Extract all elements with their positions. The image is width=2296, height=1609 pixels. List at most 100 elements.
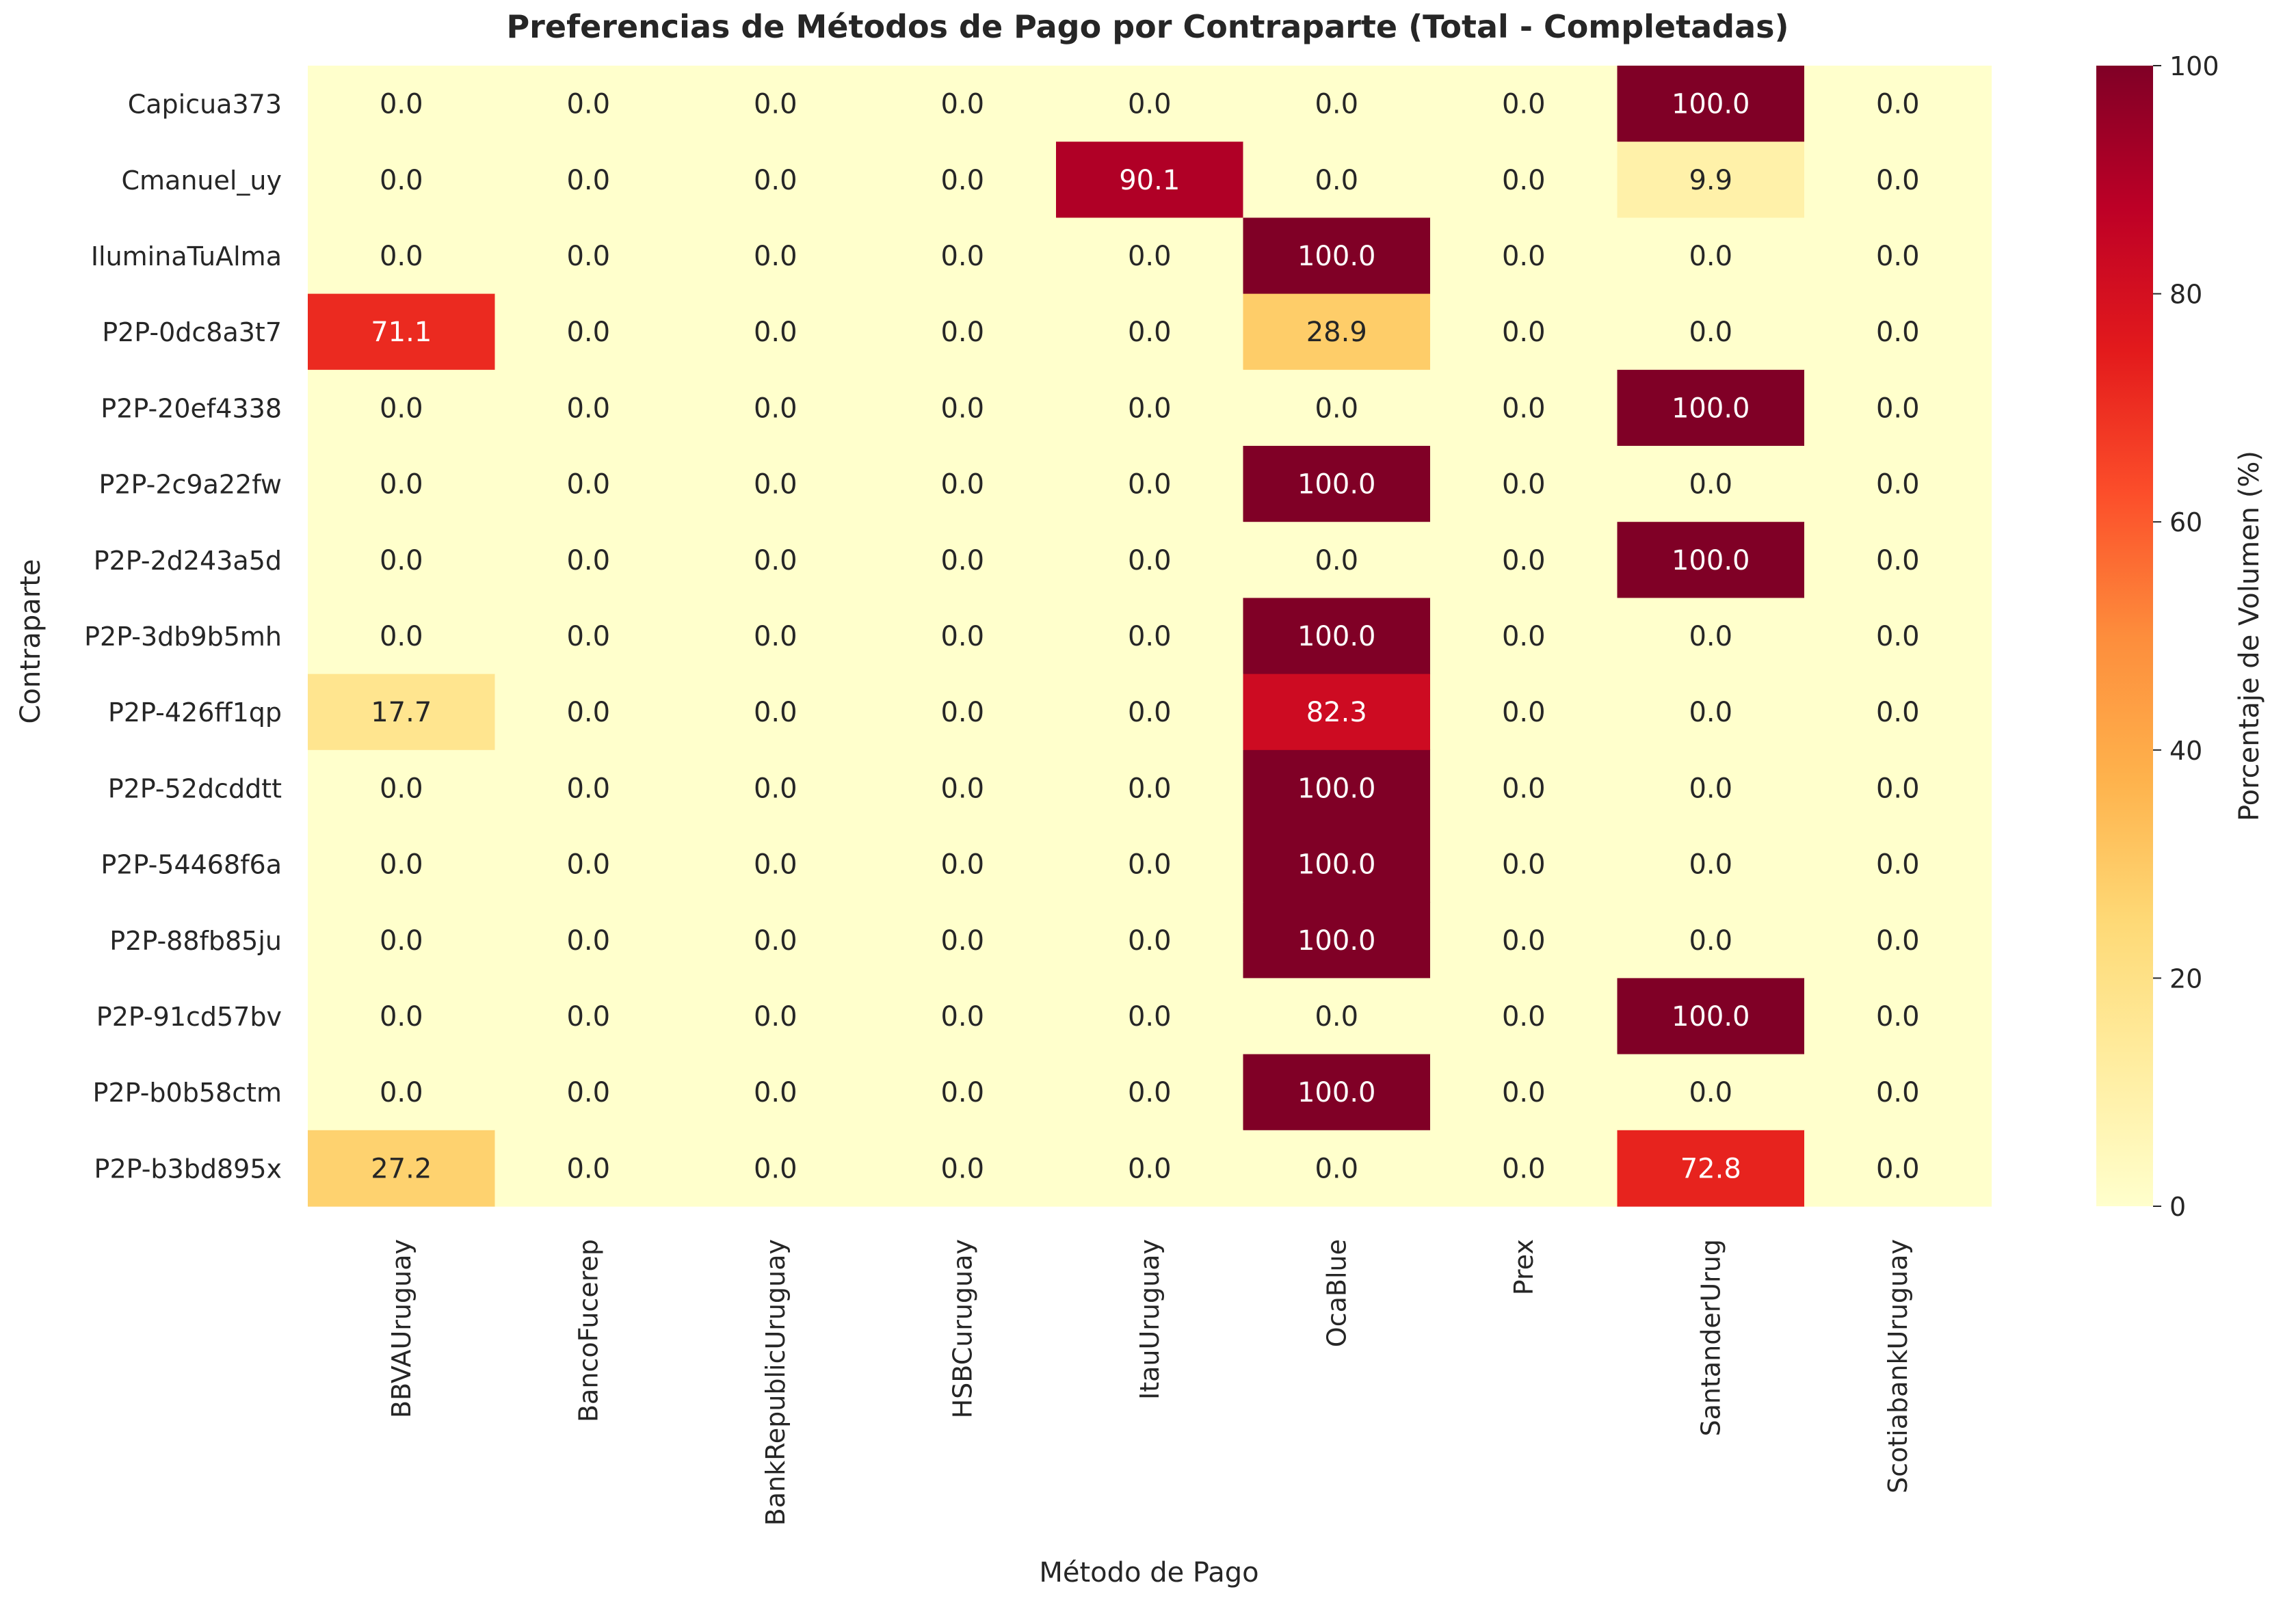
cell-value-label: 0.0 bbox=[1502, 317, 1546, 348]
heatmap-cell bbox=[1430, 293, 1618, 371]
cell-value-label: 0.0 bbox=[566, 241, 610, 272]
heatmap-cell bbox=[494, 217, 683, 295]
cell-value-label: 0.0 bbox=[566, 1001, 610, 1033]
colorbar-ticks: 0 20 40 60 80 100 bbox=[2153, 51, 2219, 1222]
y-tick-label: P2P-3db9b5mh bbox=[84, 622, 282, 652]
cell-value-label: 27.2 bbox=[371, 1153, 432, 1184]
heatmap-cell bbox=[1243, 369, 1431, 447]
cell-value-label: 0.0 bbox=[940, 241, 984, 272]
cell-value-label: 0.0 bbox=[1876, 697, 1920, 728]
cell-value-label: 100.0 bbox=[1297, 1077, 1376, 1108]
heatmap-cell bbox=[308, 902, 496, 979]
heatmap-cell bbox=[1243, 826, 1431, 903]
y-tick-label: Capicua373 bbox=[128, 90, 282, 120]
heatmap-cell bbox=[1243, 598, 1431, 675]
heatmap-cell bbox=[869, 66, 1057, 142]
heatmap-cell bbox=[1243, 902, 1431, 979]
cell-value-label: 0.0 bbox=[380, 849, 423, 881]
cell-value-label: 0.0 bbox=[1876, 89, 1920, 120]
cell-value-label: 0.0 bbox=[1128, 545, 1172, 576]
cell-value-label: 0.0 bbox=[1502, 545, 1546, 576]
heatmap-cell bbox=[869, 369, 1057, 447]
x-tick-label: BancoFucerep bbox=[573, 1239, 603, 1422]
heatmap-cell bbox=[869, 598, 1057, 675]
y-tick-label: P2P-426ff1qp bbox=[108, 697, 282, 728]
cell-value-label: 0.0 bbox=[566, 317, 610, 348]
cell-value-label: 0.0 bbox=[1689, 469, 1732, 501]
heatmap-cell bbox=[1430, 1130, 1618, 1207]
heatmap-cell bbox=[308, 142, 496, 218]
heatmap-cell bbox=[1617, 674, 1805, 751]
heatmap-cell bbox=[869, 674, 1057, 751]
heatmap-cell bbox=[308, 369, 496, 447]
heatmap-cell bbox=[1804, 598, 1992, 675]
cell-value-label: 0.0 bbox=[754, 1077, 797, 1108]
heatmap-cell bbox=[869, 1054, 1057, 1131]
cell-value-label: 0.0 bbox=[754, 89, 797, 120]
cell-value-label: 0.0 bbox=[1876, 393, 1920, 424]
heatmap-cell bbox=[494, 66, 683, 142]
cell-value-label: 0.0 bbox=[1502, 241, 1546, 272]
heatmap-cell bbox=[308, 978, 496, 1055]
heatmap-cell bbox=[1804, 826, 1992, 903]
heatmap-cell bbox=[1617, 902, 1805, 979]
heatmap-cell bbox=[682, 1054, 870, 1131]
cell-value-label: 82.3 bbox=[1306, 697, 1367, 728]
heatmap-cell bbox=[1804, 293, 1992, 371]
y-tick-label: P2P-0dc8a3t7 bbox=[102, 317, 282, 347]
cell-value-label: 0.0 bbox=[566, 849, 610, 881]
heatmap-cell bbox=[1056, 1054, 1244, 1131]
cell-value-label: 0.0 bbox=[380, 165, 423, 196]
heatmap-cell bbox=[1056, 978, 1244, 1055]
y-tick-label: Cmanuel_uy bbox=[121, 165, 282, 196]
cell-value-label: 0.0 bbox=[1502, 1077, 1546, 1108]
heatmap-cell bbox=[682, 749, 870, 827]
heatmap-cell bbox=[1430, 902, 1618, 979]
heatmap-cell bbox=[1056, 749, 1244, 827]
cell-value-label: 0.0 bbox=[940, 317, 984, 348]
y-tick-label: P2P-2d243a5d bbox=[94, 546, 282, 576]
heatmap-cell bbox=[1804, 1054, 1992, 1131]
heatmap-cell bbox=[1243, 978, 1431, 1055]
cell-value-label: 0.0 bbox=[566, 925, 610, 957]
cell-value-label: 0.0 bbox=[1876, 925, 1920, 957]
colorbar-tick-label: 40 bbox=[2169, 736, 2202, 766]
cell-value-label: 0.0 bbox=[754, 317, 797, 348]
heatmap-cell bbox=[1617, 978, 1805, 1055]
heatmap-cell bbox=[308, 1130, 496, 1207]
heatmap-cell bbox=[308, 293, 496, 371]
x-tick-label: BBVAUruguay bbox=[386, 1239, 417, 1418]
cell-value-label: 0.0 bbox=[1128, 89, 1172, 120]
heatmap-cell bbox=[494, 1054, 683, 1131]
heatmap-cell bbox=[1243, 1054, 1431, 1131]
heatmap-cell bbox=[682, 446, 870, 522]
cell-value-label: 0.0 bbox=[1876, 773, 1920, 804]
cell-value-label: 0.0 bbox=[1502, 621, 1546, 652]
cell-value-label: 0.0 bbox=[754, 545, 797, 576]
cell-value-label: 0.0 bbox=[566, 165, 610, 196]
heatmap-cell bbox=[1430, 1054, 1618, 1131]
cell-value-label: 71.1 bbox=[371, 317, 432, 348]
cell-value-label: 0.0 bbox=[566, 773, 610, 804]
heatmap-cell bbox=[869, 293, 1057, 371]
cell-value-label: 0.0 bbox=[940, 393, 984, 424]
cell-value-label: 0.0 bbox=[1876, 1153, 1920, 1184]
heatmap-cell bbox=[1056, 66, 1244, 142]
y-tick-label: P2P-52dcddtt bbox=[108, 773, 282, 803]
cell-value-label: 0.0 bbox=[1128, 773, 1172, 804]
cell-value-label: 0.0 bbox=[1128, 317, 1172, 348]
cell-value-label: 0.0 bbox=[1315, 393, 1358, 424]
heatmap-cell bbox=[1243, 66, 1431, 142]
cell-value-label: 0.0 bbox=[754, 773, 797, 804]
heatmap-cell bbox=[869, 522, 1057, 598]
y-tick-label: P2P-88fb85ju bbox=[109, 926, 282, 956]
cell-value-label: 0.0 bbox=[1876, 1077, 1920, 1108]
heatmap-cell bbox=[1617, 749, 1805, 827]
heatmap-cell bbox=[869, 1130, 1057, 1207]
heatmap-cell bbox=[682, 598, 870, 675]
cell-value-label: 0.0 bbox=[940, 1077, 984, 1108]
colorbar-tick-label: 0 bbox=[2169, 1192, 2186, 1222]
heatmap-cell bbox=[1243, 217, 1431, 295]
heatmap-cell bbox=[1243, 1130, 1431, 1207]
cell-value-label: 100.0 bbox=[1297, 241, 1376, 272]
